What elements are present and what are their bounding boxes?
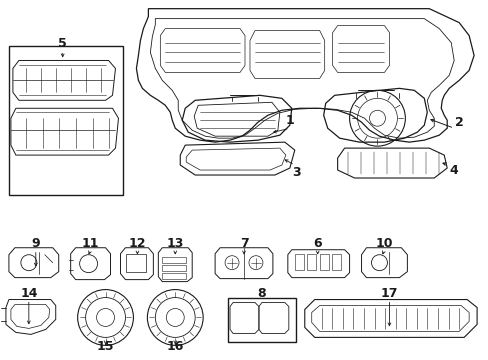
Text: 3: 3 (292, 166, 301, 179)
Text: 10: 10 (375, 237, 392, 250)
Text: 9: 9 (31, 237, 40, 250)
Bar (162, 257, 186, 263)
Text: 2: 2 (454, 116, 463, 129)
Bar (319, 254, 328, 270)
Text: 6: 6 (313, 237, 322, 250)
Bar (9, 45, 123, 195)
Text: 1: 1 (285, 114, 294, 127)
Text: 8: 8 (257, 287, 265, 300)
Text: 11: 11 (81, 237, 99, 250)
Text: 17: 17 (380, 287, 397, 300)
Text: 15: 15 (97, 340, 114, 353)
Bar (331, 254, 340, 270)
Text: 7: 7 (239, 237, 248, 250)
Bar (294, 254, 303, 270)
Bar (306, 254, 315, 270)
Text: 4: 4 (449, 163, 458, 176)
Text: 14: 14 (20, 287, 38, 300)
Text: 13: 13 (166, 237, 183, 250)
Bar (162, 265, 186, 271)
Bar (126, 254, 146, 272)
Text: 5: 5 (58, 37, 67, 50)
Bar (227, 298, 295, 342)
Text: 16: 16 (166, 340, 183, 353)
Bar (162, 273, 186, 279)
Text: 12: 12 (128, 237, 146, 250)
